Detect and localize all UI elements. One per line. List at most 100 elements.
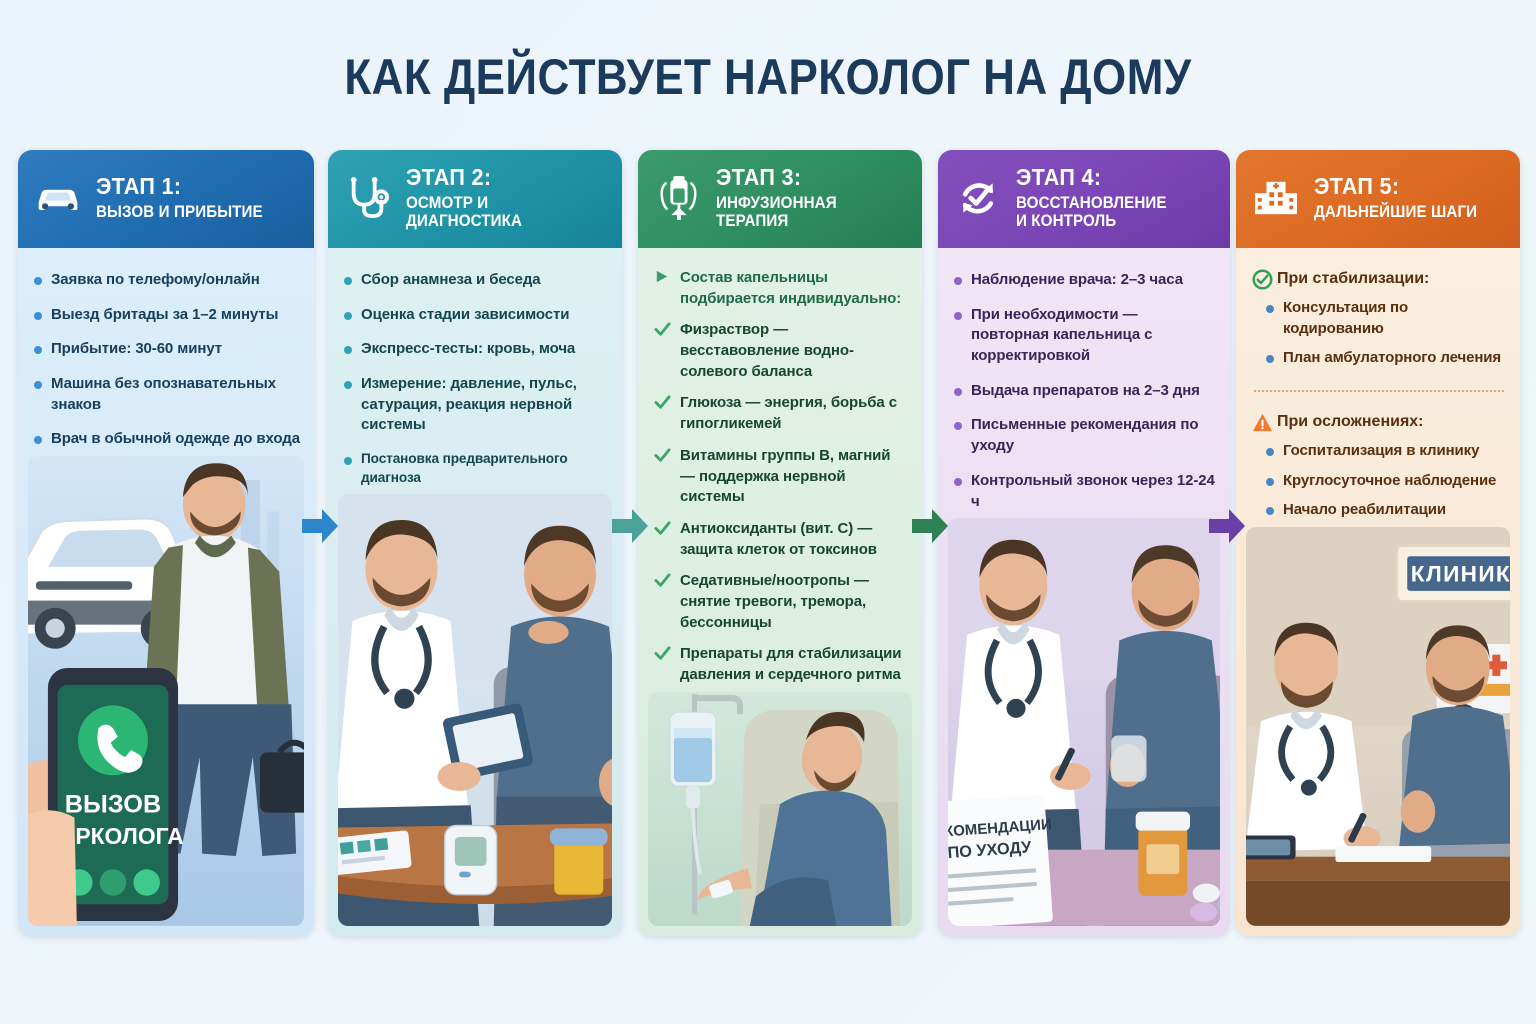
stage-4-number: ЭТАП 4: — [1016, 164, 1102, 191]
list-item: Сбор анамнеза и беседа — [344, 270, 608, 291]
list-item: Глюкоза — энергия, борьба с гипогликемей — [654, 393, 908, 434]
stage-5-list: При стабилизации: Консультация по кодиро… — [1236, 248, 1520, 527]
stage-3-list: Состав капельницы подбирается индивидуал… — [638, 248, 922, 692]
list-item: При необходимости — повторная капельница… — [954, 305, 1216, 367]
stage-1-number: ЭТАП 1: — [96, 173, 182, 200]
list-item-label: Начало реабилитации — [1283, 501, 1447, 519]
list-item: Постановка предварительного диагноза — [344, 450, 608, 488]
bullet-dot — [344, 277, 352, 285]
check-icon — [654, 572, 671, 589]
complications-group: При осложнениях: Госпитализация в клиник… — [1252, 411, 1506, 521]
stage-1-titles: ЭТАП 1: ВЫЗОВ И ПРИБЫТИЕ — [96, 173, 277, 222]
bullet-dot — [34, 277, 42, 285]
car-icon — [32, 180, 84, 216]
stage-5-body: При стабилизации: Консультация по кодиро… — [1236, 248, 1520, 936]
list-item: Начало реабилитации — [1266, 500, 1506, 521]
bullet-dot — [954, 422, 962, 431]
hospital-icon — [1250, 178, 1302, 218]
check-icon — [654, 394, 671, 411]
bullet-dot — [954, 387, 962, 396]
item-rest: — весставовление водно-солевого баланса — [680, 321, 854, 380]
svg-text:КЛИНИКА: КЛИНИКА — [1411, 562, 1510, 587]
list-item: Письменные рекомендания по уходу — [954, 415, 1216, 456]
stage-2-body: Сбор анамнеза и беседа Оценка стадии зав… — [328, 248, 622, 936]
bullet-dot — [954, 477, 962, 486]
list-item-label: Выезд бритады за 1–2 минуты — [51, 305, 279, 323]
list-item: Наблюдение врача: 2–3 часа — [954, 270, 1216, 291]
call-narcologist-illustration: ВЫЗОВ НАРКОЛОГА — [28, 456, 304, 926]
stage-2-titles: ЭТАП 2: ОСМОТР И ДИАГНОСТИКА — [406, 164, 610, 231]
stage-3-body: Состав капельницы подбирается индивидуал… — [638, 248, 922, 936]
list-item: Врач в обычной одежде до входа — [34, 429, 300, 450]
stage-2-number: ЭТАП 2: — [406, 164, 492, 191]
bullet-dot — [34, 381, 42, 390]
bullet-dot — [1266, 507, 1274, 516]
stage-1-name: ВЫЗОВ И ПРИБЫТИЕ — [96, 203, 263, 222]
stage-5-name: ДАЛЬНЕЙШИЕ ШАГИ — [1314, 203, 1478, 222]
stage-3-name: ИНФУЗИОННАЯ ТЕРАПИЯ — [716, 193, 837, 231]
section-divider — [1254, 390, 1504, 393]
stabilization-heading-row: При стабилизации: — [1252, 268, 1506, 290]
list-item-label: Препараты для стабилизации давления и се… — [680, 644, 908, 685]
item-strong: Глюкоза — [680, 394, 742, 412]
list-item: Госпитализация в клинику — [1266, 441, 1506, 462]
list-item-label: Круглосуточное наблюдение — [1283, 471, 1497, 489]
stages-container: ЭТАП 1: ВЫЗОВ И ПРИБЫТИЕ Заявка по телеф… — [0, 150, 1536, 940]
list-item: Витамины группы В, магний — поддержка не… — [654, 446, 908, 508]
check-icon — [654, 520, 671, 537]
bullet-dot — [34, 346, 42, 355]
complications-list: Госпитализация в клинику Круглосуточное … — [1252, 441, 1506, 521]
stage-2-list: Сбор анамнеза и беседа Оценка стадии зав… — [328, 248, 622, 494]
bullet-dot — [1266, 355, 1274, 364]
list-item: Консультация по кодированию — [1266, 298, 1506, 339]
item-rest: — снятие тревоги, тремора, бессонницы — [680, 572, 869, 631]
arrow-stage4-to-stage5 — [1207, 505, 1247, 547]
stage-5-number: ЭТАП 5: — [1314, 173, 1400, 200]
bullet-dot — [954, 277, 962, 285]
check-icon — [654, 321, 671, 338]
list-item-label: Контрольный звонок через 12-24 ч — [971, 471, 1215, 510]
bullet-dot — [1266, 477, 1274, 486]
stage-2-header: ЭТАП 2: ОСМОТР И ДИАГНОСТИКА — [328, 150, 622, 248]
stage-1-header: ЭТАП 1: ВЫЗОВ И ПРИБЫТИЕ — [18, 150, 314, 248]
list-item-label: Антиоксиданты (вит. С) — защита клеток о… — [680, 519, 908, 560]
svg-text:ВЫЗОВ: ВЫЗОВ — [65, 791, 162, 819]
list-item: Выезд бритады за 1–2 минуты — [34, 305, 300, 326]
stage-5-titles: ЭТАП 5: ДАЛЬНЕЙШИЕ ШАГИ — [1314, 173, 1491, 222]
item-rest: — защита клеток от токсинов — [680, 519, 877, 558]
complications-heading: При осложнениях: — [1277, 413, 1424, 431]
iv-therapy-illustration — [648, 691, 912, 926]
list-item: План амбулаторного лечения — [1266, 348, 1506, 369]
list-item: Контрольный звонок через 12-24 ч — [954, 471, 1216, 512]
warning-triangle-icon — [1252, 412, 1273, 433]
arrow-stage2-to-stage3 — [610, 505, 650, 547]
list-item-label: Состав капельницы подбирается индивидуал… — [680, 269, 902, 307]
complications-heading-row: При осложнениях: — [1252, 411, 1506, 433]
bullet-dot — [344, 457, 352, 466]
stage-5-header: ЭТАП 5: ДАЛЬНЕЙШИЕ ШАГИ — [1236, 150, 1520, 248]
list-item-label: Седативные/ноотропы — снятие тревоги, тр… — [680, 571, 908, 633]
stabilization-group: При стабилизации: Консультация по кодиро… — [1252, 268, 1506, 369]
stage-1-body: Заявка по телефому/онлайн Выезд бритады … — [18, 248, 314, 936]
list-item-label: Прибытие: 30-60 минут — [51, 340, 222, 358]
list-item: Измерение: давление, пульс, сатурация, р… — [344, 374, 608, 436]
list-item-label: Письменные рекомендания по уходу — [971, 416, 1199, 455]
check-circle-icon — [1252, 269, 1273, 290]
list-item: Круглосуточное наблюдение — [1266, 471, 1506, 492]
list-item: Экспресс-тесты: кровь, моча — [344, 339, 608, 360]
stage-card-2: ЭТАП 2: ОСМОТР И ДИАГНОСТИКА Сбор анамне… — [328, 150, 622, 936]
page-title: КАК ДЕЙСТВУЕТ НАРКОЛОГ НА ДОМУ — [344, 49, 1192, 105]
list-item: Прибытие: 30-60 минут — [34, 339, 300, 360]
stage-4-body: Наблюдение врача: 2–3 часа При необходим… — [938, 248, 1230, 936]
list-item-label: Госпитализация в клинику — [1283, 442, 1480, 460]
iv-drip-icon — [652, 175, 704, 221]
stage-4-list: Наблюдение врача: 2–3 часа При необходим… — [938, 248, 1230, 518]
bullet-dot — [34, 436, 42, 445]
list-item: Оценка стадии зависимости — [344, 305, 608, 326]
list-item-label: Машина без опознавательных знаков — [51, 375, 277, 413]
list-item: Выдача препаратов на 2–3 дня — [954, 381, 1216, 402]
list-item-label: Консультация по кодированию — [1283, 299, 1409, 337]
stage-1-list: Заявка по телефому/онлайн Выезд бритады … — [18, 248, 314, 456]
clinic-illustration: КЛИНИКА — [1246, 527, 1510, 926]
stage-2-name: ОСМОТР И ДИАГНОСТИКА — [406, 193, 523, 231]
